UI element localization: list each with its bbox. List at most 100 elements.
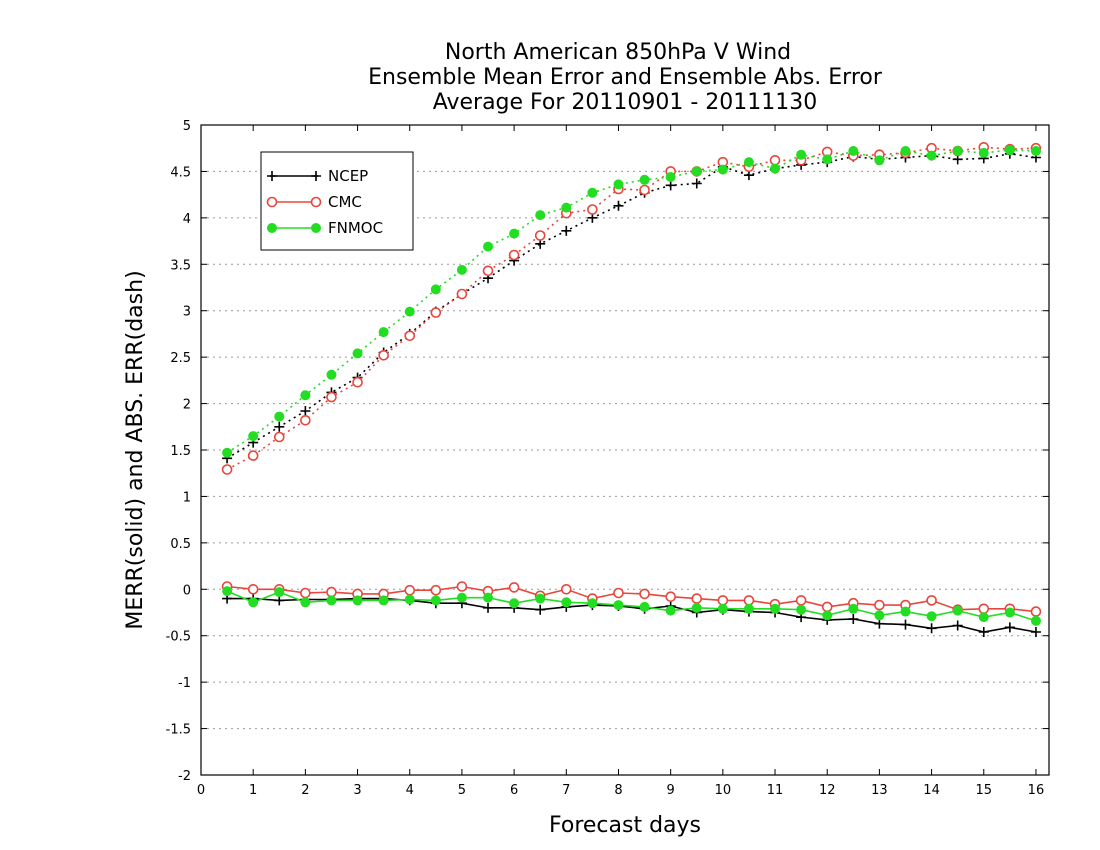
cmc-abs-err-point — [273, 431, 285, 443]
x-tick-label: 13 — [871, 783, 888, 798]
fnmoc-merr-point — [300, 597, 311, 608]
fnmoc-merr-point — [978, 612, 989, 623]
fnmoc-abs-err-point — [691, 166, 702, 177]
fnmoc-abs-err-point — [613, 179, 624, 190]
x-axis-label: Forecast days — [549, 813, 701, 838]
cmc-merr-point — [874, 599, 885, 611]
ncep-merr-point — [900, 619, 911, 630]
cmc-merr-point — [639, 588, 650, 600]
cmc-abs-err-point — [221, 464, 233, 475]
y-tick-label: 2 — [183, 398, 191, 413]
cmc-merr-point — [821, 601, 833, 613]
cmc-merr-point — [743, 595, 755, 606]
fnmoc-abs-err-point — [717, 164, 728, 175]
fnmoc-abs-err-point — [378, 327, 389, 338]
y-tick-label: 3.5 — [170, 258, 191, 273]
fnmoc-abs-err-point — [561, 202, 572, 213]
y-tick-label: 2.5 — [170, 351, 191, 366]
fnmoc-merr-point — [639, 601, 650, 612]
cmc-abs-err-point — [534, 230, 546, 241]
chart-title-line-2: Ensemble Mean Error and Ensemble Abs. Er… — [368, 65, 883, 90]
grid-lines — [201, 170, 1049, 730]
cmc-merr-point — [300, 587, 311, 599]
fnmoc-abs-err-point — [874, 155, 885, 166]
y-tick-label: -0.5 — [166, 630, 191, 645]
fnmoc-merr-point — [691, 602, 702, 613]
fnmoc-abs-err-point — [404, 306, 415, 317]
cmc-abs-err-point — [587, 204, 598, 215]
cmc-merr-point — [247, 583, 259, 595]
fnmoc-abs-err-point — [352, 348, 363, 359]
legend-ncep-label: NCEP — [328, 167, 368, 185]
cmc-abs-err-point — [769, 154, 781, 166]
cmc-merr-point — [613, 587, 624, 599]
cmc-merr-point — [717, 595, 729, 606]
fnmoc-merr-point — [326, 595, 337, 606]
fnmoc-merr-point — [248, 597, 259, 608]
series-layer — [221, 141, 1042, 637]
y-tick-label: 3 — [183, 305, 191, 320]
ncep-merr-point — [1030, 627, 1041, 637]
x-tick-label: 2 — [301, 783, 309, 798]
fnmoc-abs-err-point — [639, 174, 650, 185]
cmc-merr-point — [978, 603, 990, 615]
fnmoc-abs-err-point — [978, 147, 989, 158]
ncep-abs-err-point — [613, 200, 624, 211]
fnmoc-abs-err-point — [822, 154, 833, 165]
legend-box — [260, 151, 414, 251]
fnmoc-merr-point — [717, 603, 728, 614]
fnmoc-abs-err-point — [535, 210, 546, 221]
x-tick-label: 3 — [353, 783, 361, 798]
fnmoc-merr-point — [796, 604, 807, 615]
ncep-merr-point — [535, 604, 546, 615]
fnmoc-merr-point — [926, 611, 937, 622]
fnmoc-abs-err-point — [300, 390, 311, 401]
y-tick-label: 4 — [183, 212, 191, 227]
x-tick-label: 11 — [767, 783, 784, 798]
x-tick-label: 6 — [510, 783, 518, 798]
y-tick-label: 1.5 — [170, 444, 191, 459]
fnmoc-merr-point — [770, 603, 781, 614]
cmc-abs-err-point — [639, 184, 650, 196]
fnmoc-abs-err-point — [848, 146, 859, 156]
cmc-merr-point — [795, 595, 807, 606]
cmc-merr-point — [430, 584, 442, 596]
fnmoc-merr-point — [743, 603, 754, 614]
fnmoc-abs-err-point — [743, 157, 754, 168]
fnmoc-abs-err-point — [900, 146, 911, 156]
chart-title-line-3: Average For 20110901 - 20111130 — [433, 90, 818, 115]
ncep-abs-err-point — [300, 406, 311, 416]
fnmoc-merr-point — [665, 605, 676, 616]
fnmoc-merr-point — [900, 606, 911, 617]
ncep-merr-point — [483, 602, 494, 613]
fnmoc-abs-err-point — [430, 284, 441, 295]
fnmoc-merr-point — [352, 595, 363, 606]
fnmoc-merr-point — [587, 598, 598, 609]
cmc-abs-err-point — [456, 288, 468, 300]
cmc-merr-point — [508, 582, 520, 593]
fnmoc-merr-point — [952, 605, 963, 616]
ncep-merr-point — [874, 618, 885, 629]
cmc-abs-err-point — [430, 307, 442, 318]
x-tick-label: 16 — [1028, 783, 1045, 798]
fnmoc-merr-point — [822, 610, 833, 621]
cmc-merr-point — [926, 595, 937, 606]
x-tick-label: 1 — [249, 783, 257, 798]
cmc-merr-point — [1030, 606, 1042, 617]
cmc-merr-point — [404, 584, 416, 596]
fnmoc-merr-point — [1030, 615, 1041, 626]
fnmoc-merr-point — [274, 587, 285, 598]
y-tick-label: 5 — [183, 119, 191, 134]
fnmoc-merr-point — [874, 610, 885, 621]
fnmoc-abs-err-line — [226, 149, 1036, 454]
legend-ncep-marker — [267, 171, 277, 181]
fnmoc-abs-err-point — [483, 241, 494, 252]
ncep-abs-err-point — [691, 178, 702, 189]
fnmoc-merr-point — [456, 592, 467, 603]
fnmoc-merr-point — [430, 595, 441, 606]
y-tick-label: 4.5 — [170, 165, 191, 180]
cmc-abs-err-point — [404, 330, 416, 342]
cmc-abs-err-point — [482, 265, 494, 277]
fnmoc-abs-err-point — [222, 447, 233, 458]
